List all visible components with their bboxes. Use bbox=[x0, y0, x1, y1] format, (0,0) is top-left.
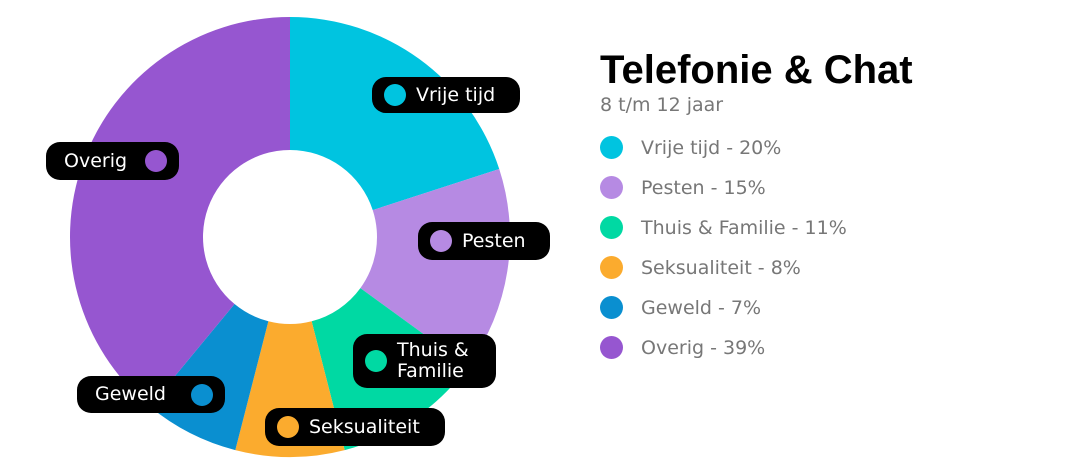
callout-label: Overig bbox=[64, 149, 128, 172]
legend-label: Seksualiteit - 8% bbox=[641, 256, 801, 279]
callout-label: Thuis & Familie bbox=[397, 339, 469, 382]
legend-dot bbox=[600, 296, 623, 319]
callout-label: Seksualiteit bbox=[309, 415, 420, 438]
legend-item: Thuis & Familie - 11% bbox=[600, 216, 847, 239]
legend-item: Pesten - 15% bbox=[600, 176, 766, 199]
chart-title: Telefonie & Chat bbox=[600, 48, 913, 92]
callout: Overig bbox=[46, 142, 179, 180]
legend-label: Pesten - 15% bbox=[641, 176, 766, 199]
legend-dot bbox=[600, 176, 623, 199]
callout: Seksualiteit bbox=[265, 408, 445, 446]
legend-label: Thuis & Familie - 11% bbox=[641, 216, 847, 239]
callout-dot bbox=[384, 84, 406, 106]
callout: Vrije tijd bbox=[372, 77, 520, 113]
legend-dot bbox=[600, 216, 623, 239]
donut-segment bbox=[69, 17, 290, 407]
callout-dot bbox=[430, 230, 452, 252]
callout-dot bbox=[365, 350, 387, 372]
callout-dot bbox=[145, 150, 167, 172]
callout-label: Pesten bbox=[462, 229, 526, 252]
callout-label: Vrije tijd bbox=[416, 83, 496, 106]
legend-label: Vrije tijd - 20% bbox=[641, 136, 782, 159]
callout: Geweld bbox=[77, 376, 225, 413]
legend-dot bbox=[600, 256, 623, 279]
donut-segment bbox=[360, 169, 510, 367]
callout-dot bbox=[191, 383, 213, 406]
legend-dot bbox=[600, 136, 623, 159]
legend-label: Geweld - 7% bbox=[641, 296, 762, 319]
donut-segment bbox=[290, 17, 500, 211]
callout-dot bbox=[277, 416, 299, 438]
legend-item: Geweld - 7% bbox=[600, 296, 761, 319]
legend-label: Overig - 39% bbox=[641, 336, 766, 359]
legend-item: Seksualiteit - 8% bbox=[600, 256, 801, 279]
legend-item: Vrije tijd - 20% bbox=[600, 136, 781, 159]
callout: Pesten bbox=[418, 222, 550, 260]
legend-dot bbox=[600, 336, 623, 359]
callout: Thuis & Familie bbox=[353, 334, 496, 388]
callout-label: Geweld bbox=[95, 383, 166, 405]
chart-subtitle: 8 t/m 12 jaar bbox=[600, 94, 724, 116]
legend-item: Overig - 39% bbox=[600, 336, 765, 359]
